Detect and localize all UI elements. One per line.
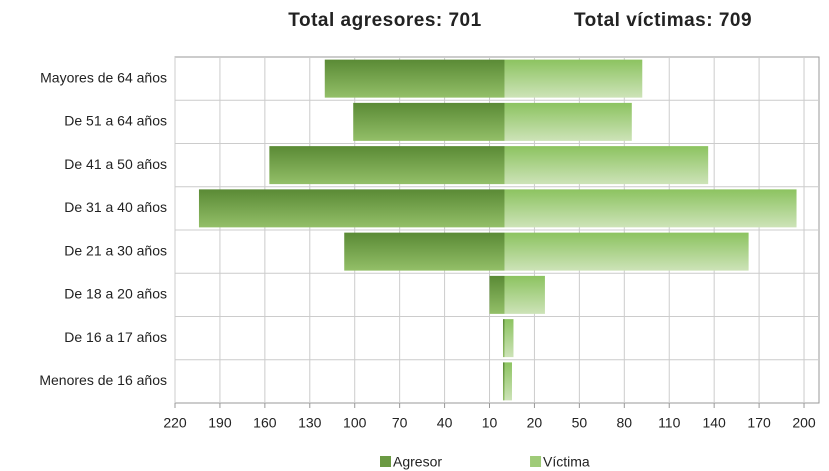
title: Total víctimas: 709 (574, 10, 752, 31)
x-tick-label: 50 (572, 415, 588, 431)
y-tick-label: Menores de 16 años (39, 372, 167, 388)
bar (502, 319, 505, 358)
bar (504, 232, 749, 271)
bar (504, 59, 643, 98)
y-tick-label: De 18 a 20 años (64, 286, 167, 302)
x-tick-label: 20 (527, 415, 543, 431)
y-tick-label: Mayores de 64 años (40, 69, 167, 85)
bar (344, 232, 505, 271)
y-tick-label: De 51 a 64 años (64, 113, 167, 129)
bar (353, 102, 505, 141)
x-tick-label: 200 (792, 415, 816, 431)
bar (502, 362, 505, 401)
bar (504, 146, 709, 185)
x-tick-label: 40 (437, 415, 453, 431)
bar (324, 59, 505, 98)
x-tick-label: 130 (298, 415, 322, 431)
legend-swatch (380, 456, 391, 467)
x-tick-label: 80 (617, 415, 633, 431)
x-tick-label: 190 (208, 415, 232, 431)
bar (489, 275, 505, 314)
x-tick-label: 110 (658, 415, 681, 431)
bar (504, 189, 797, 228)
bar (504, 102, 632, 141)
x-tick-label: 170 (747, 415, 771, 431)
x-tick-label: 70 (392, 415, 408, 431)
bar (504, 275, 545, 314)
x-tick-label: 10 (482, 415, 498, 431)
y-tick-label: De 41 a 50 años (64, 156, 167, 172)
x-tick-label: 220 (163, 415, 187, 431)
x-tick-label: 140 (702, 415, 726, 431)
x-tick-label: 100 (343, 415, 367, 431)
y-tick-label: De 21 a 30 años (64, 242, 167, 258)
legend-swatch (530, 456, 542, 467)
bar (269, 146, 505, 185)
legend-label: Víctima (543, 454, 590, 470)
title: Total agresores: 701 (288, 10, 481, 31)
x-tick-label: 160 (253, 415, 277, 431)
y-tick-label: De 31 a 40 años (64, 199, 167, 215)
bar (504, 319, 514, 358)
bar (504, 362, 512, 401)
legend-label: Agresor (393, 454, 442, 470)
y-tick-label: De 16 a 17 años (64, 329, 167, 345)
bar (198, 189, 505, 228)
